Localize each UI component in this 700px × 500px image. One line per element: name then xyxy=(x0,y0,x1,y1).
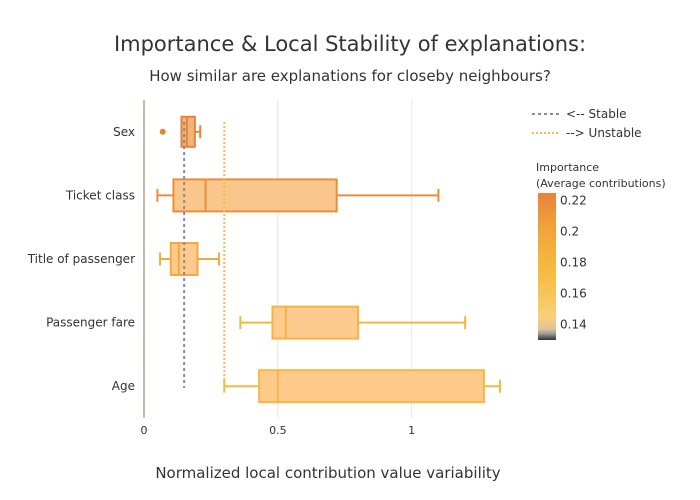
outlier-point xyxy=(159,128,166,135)
box-iqr xyxy=(172,178,338,213)
colorbar-subtitle: (Average contributions) xyxy=(536,177,666,190)
colorbar-tick-label: 0.2 xyxy=(560,225,579,239)
colorbar-title: Importance xyxy=(536,161,599,174)
box-iqr xyxy=(258,369,485,404)
chart-subtitle: How similar are explanations for closeby… xyxy=(149,67,551,85)
colorbar-tick-label: 0.16 xyxy=(560,287,587,301)
y-category-label: Passenger fare xyxy=(46,316,135,330)
x-axis-label: Normalized local contribution value vari… xyxy=(155,464,500,482)
x-tick-label: 0 xyxy=(141,424,148,437)
box-title-of-passenger xyxy=(159,242,220,276)
x-tick-label: 0.5 xyxy=(269,424,287,437)
box-age xyxy=(223,369,501,404)
y-category-label: Ticket class xyxy=(65,188,135,202)
box-iqr xyxy=(169,242,199,276)
x-tick-label: 1 xyxy=(408,424,415,437)
legend-label-stable: <-- Stable xyxy=(566,107,627,121)
colorbar-bar xyxy=(538,193,556,340)
box-ticket-class xyxy=(156,178,440,213)
colorbar: Importance (Average contributions) 0.14 0.1… xyxy=(536,161,666,340)
legend-label-unstable: --> Unstable xyxy=(566,126,642,140)
y-category-label: Age xyxy=(112,379,135,393)
chart-title: Importance & Local Stability of explanat… xyxy=(114,32,586,56)
y-category-label: Sex xyxy=(113,125,135,139)
colorbar-tick-label: 0.22 xyxy=(560,194,587,208)
legend: <-- Stable --> Unstable xyxy=(532,107,642,140)
colorbar-tick-label: 0.18 xyxy=(560,256,587,270)
box-passenger-fare xyxy=(239,305,467,340)
y-category-label: Title of passenger xyxy=(27,252,135,266)
plot-area: 0 0.5 1 Sex Ticket class Title of passenger Pa… xyxy=(27,100,501,437)
box-sex xyxy=(159,115,202,148)
colorbar-tick-label: 0.14 xyxy=(560,318,587,332)
